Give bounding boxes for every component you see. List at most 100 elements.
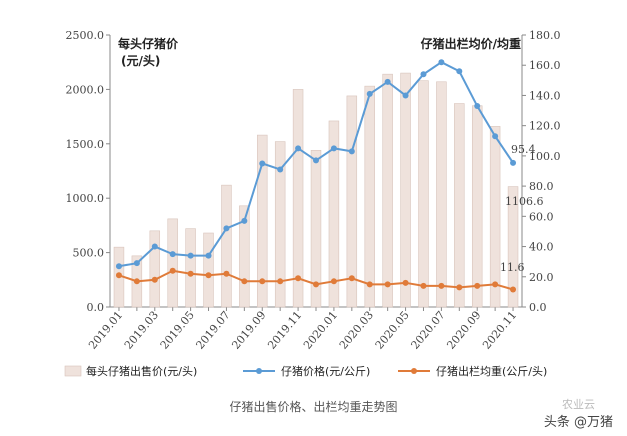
weight-point [169, 267, 176, 274]
bar [436, 81, 447, 308]
bar [382, 73, 393, 308]
left-tick-label: 1000.0 [66, 192, 105, 205]
price-point [474, 103, 481, 110]
legend-swatch-bar [64, 365, 82, 377]
right-tick-label: 60.0 [529, 210, 554, 223]
right-tick-label: 40.0 [529, 241, 554, 254]
price-point [223, 225, 230, 232]
weight-point [420, 282, 427, 289]
price-point [115, 263, 122, 270]
left-tick-label: 0.0 [87, 301, 105, 314]
right-tick-label: 140.0 [529, 89, 561, 102]
legend-label-bar: 每头仔猪出售价(元/头) [86, 364, 197, 378]
price-point [492, 133, 499, 140]
left-tick-label: 2000.0 [66, 83, 105, 96]
watermark: 头条 @万猪 [543, 415, 613, 430]
price-point [420, 71, 427, 78]
right-tick-label: 0.0 [529, 301, 547, 314]
weight-point [384, 281, 391, 288]
weight-point [259, 278, 266, 285]
bar [274, 141, 286, 308]
bar [364, 85, 375, 308]
price-point [205, 252, 212, 259]
weight-point [277, 278, 284, 285]
bar [471, 105, 483, 308]
price-point [313, 157, 319, 164]
price-point [348, 148, 355, 155]
weight-point [438, 282, 445, 289]
right-tick-label: 160.0 [529, 59, 561, 72]
chart: 0.0 500.0 1000.0 1500.0 2000.0 2500.0 0.0 20.0 4… [64, 29, 561, 378]
x-tick-label: 2020.01 [301, 309, 340, 352]
weight-point [133, 278, 140, 285]
price-point [295, 145, 302, 152]
weight-point [223, 270, 230, 277]
x-tick-label: 2019.01 [86, 309, 125, 352]
price-point [456, 68, 463, 75]
weight-point [402, 279, 409, 286]
x-tick-label: 2019.05 [158, 309, 197, 352]
price-point [169, 251, 176, 258]
weight-point [366, 281, 373, 288]
bar-series [113, 72, 519, 308]
bar [149, 230, 161, 308]
weight-point [151, 276, 158, 283]
chart-caption: 仔猪出售价格、出栏均重走势图 [229, 400, 398, 414]
bar [489, 126, 501, 308]
bar [400, 72, 411, 308]
right-tick-label: 120.0 [529, 120, 561, 133]
bar [328, 120, 340, 308]
legend-marker-price [256, 368, 262, 374]
bar [239, 205, 250, 308]
bar [454, 103, 465, 308]
price-point [151, 243, 158, 250]
price-point [187, 252, 194, 259]
bar [257, 134, 268, 308]
x-tick-label: 2020.05 [373, 309, 412, 352]
weight-point [348, 275, 355, 282]
x-tick-label: 2020.11 [480, 309, 519, 352]
price-point [133, 260, 140, 267]
bar [203, 232, 214, 308]
price-point [241, 217, 248, 224]
x-tick-label: 2019.03 [122, 309, 161, 352]
weight-point [456, 284, 463, 291]
bar [292, 89, 304, 308]
x-tick-label: 2020.09 [444, 309, 483, 352]
bar [346, 95, 358, 308]
x-tick-label: 2019.11 [265, 309, 304, 352]
price-point [277, 166, 284, 173]
price-point [366, 90, 373, 97]
bar [221, 184, 232, 308]
weight-point [187, 270, 194, 277]
right-axis-title: 仔猪出栏均价/均重 [421, 36, 521, 51]
price-point [259, 160, 266, 167]
price-point [510, 159, 517, 166]
x-tick-label: 2019.07 [194, 309, 233, 352]
left-axis-title-line1: 每头仔猪价 [118, 36, 179, 51]
right-tick-label: 20.0 [529, 271, 554, 284]
left-tick-label: 500.0 [73, 247, 105, 260]
right-tick-label: 80.0 [529, 180, 554, 193]
annotation-bar-last: 1106.6 [505, 195, 544, 208]
watermark-faint: 农业云 [562, 398, 595, 411]
bar [507, 186, 519, 308]
bar [310, 150, 322, 308]
x-tick-label: 2020.07 [408, 309, 447, 352]
left-tick-label: 2500.0 [66, 29, 105, 42]
x-tick-label: 2020.03 [337, 309, 376, 352]
x-tick-label: 2019.09 [229, 309, 268, 352]
right-tick-label: 100.0 [529, 150, 561, 163]
bar [418, 80, 429, 308]
annotation-price-last: 95.4 [511, 143, 536, 156]
right-tick-label: 180.0 [529, 29, 561, 42]
legend-label-weight: 仔猪出栏均重(公斤/头) [436, 364, 547, 378]
weight-point [205, 272, 212, 279]
price-point [402, 92, 409, 99]
legend-label-price: 仔猪价格(元/公斤) [281, 364, 370, 378]
line-series [115, 59, 517, 293]
left-axis-title-line2: (元/头) [121, 53, 160, 68]
legend: 每头仔猪出售价(元/头) 仔猪价格(元/公斤) 仔猪出栏均重(公斤/头) [64, 364, 547, 378]
left-tick-label: 1500.0 [66, 138, 105, 151]
legend-marker-weight [411, 368, 417, 374]
